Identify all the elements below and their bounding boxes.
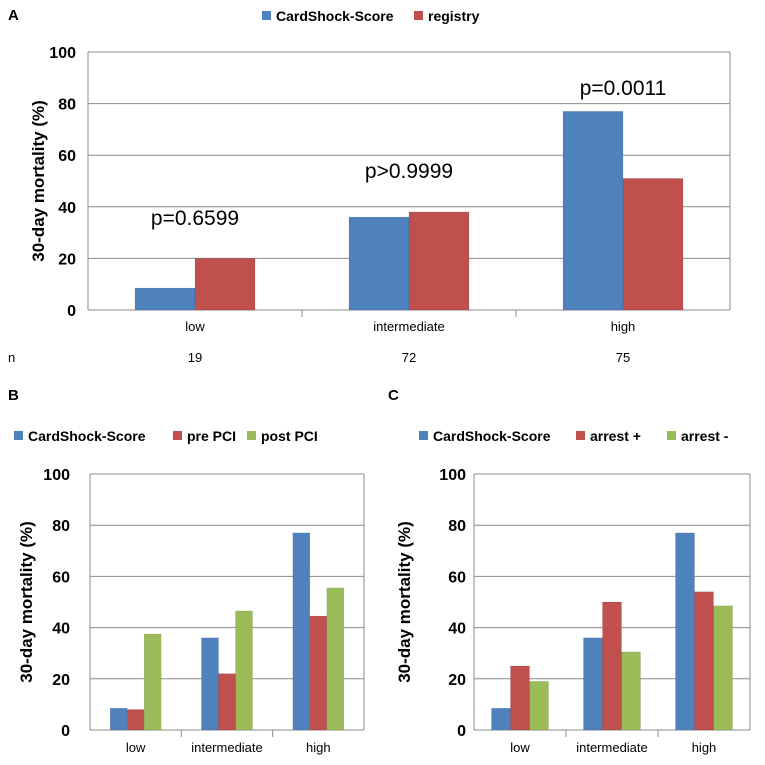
bar-cardshock-score xyxy=(583,637,603,731)
legend-swatch xyxy=(576,431,585,440)
y-tick-label: 60 xyxy=(52,569,70,586)
x-tick-label: low xyxy=(126,740,146,755)
y-tick-label: 0 xyxy=(67,303,76,320)
y-tick-label: 100 xyxy=(439,467,466,484)
legend-swatch xyxy=(14,431,23,440)
bar-pre-pci xyxy=(309,615,328,731)
y-tick-label: 40 xyxy=(448,621,466,638)
bar-cardshock-score xyxy=(348,216,410,311)
bar-cardshock-score xyxy=(562,111,624,311)
x-tick-label: high xyxy=(306,740,331,755)
bar-cardshock-score xyxy=(134,287,196,311)
y-axis-label: 30-day mortality (%) xyxy=(395,521,414,683)
x-tick-label: high xyxy=(611,319,636,334)
legend-swatch xyxy=(667,431,676,440)
legend-swatch xyxy=(262,11,271,20)
bar-registry xyxy=(408,211,470,311)
y-tick-label: 0 xyxy=(61,723,70,740)
y-tick-label: 80 xyxy=(52,518,70,535)
bar-arrest xyxy=(694,591,714,731)
x-tick-label: intermediate xyxy=(576,740,648,755)
n-value: 72 xyxy=(402,350,416,365)
bar-arrest xyxy=(529,681,549,731)
x-tick-label: intermediate xyxy=(373,319,445,334)
bar-post-pci xyxy=(326,587,345,731)
panel-letter: B xyxy=(8,387,19,404)
y-tick-label: 40 xyxy=(58,200,76,217)
bar-cardshock-score xyxy=(109,707,128,731)
bar-cardshock-score xyxy=(675,532,695,731)
panel-a: A 0 20 40 60 80 100 low intermediate high 30-day m… xyxy=(8,7,731,365)
legend-swatch xyxy=(419,431,428,440)
legend-swatch xyxy=(414,11,423,20)
legend-label: CardShock-Score xyxy=(28,428,146,444)
y-tick-label: 80 xyxy=(58,97,76,114)
bar-arrest xyxy=(621,651,641,731)
y-tick-label: 80 xyxy=(448,518,466,535)
legend-swatch xyxy=(247,431,256,440)
legend-label: arrest - xyxy=(681,428,729,444)
y-tick-label: 60 xyxy=(448,569,466,586)
y-tick-label: 0 xyxy=(457,723,466,740)
bar-registry xyxy=(622,178,684,311)
bar-post-pci xyxy=(143,633,162,731)
x-tick-label: low xyxy=(185,319,205,334)
panel-letter: A xyxy=(8,7,19,24)
bar-cardshock-score xyxy=(292,532,311,731)
legend-label: CardShock-Score xyxy=(276,8,394,24)
bar-arrest xyxy=(510,665,530,731)
y-tick-label: 100 xyxy=(43,467,70,484)
bar-pre-pci xyxy=(126,709,145,731)
n-value: 19 xyxy=(188,350,202,365)
n-row-label: n xyxy=(8,350,15,365)
y-tick-label: 100 xyxy=(49,45,76,62)
panel-b: B 0 20 40 60 80 100 low intermediate high 30-day m… xyxy=(8,387,365,755)
legend-label: CardShock-Score xyxy=(433,428,551,444)
y-tick-label: 20 xyxy=(52,672,70,689)
y-tick-label: 40 xyxy=(52,621,70,638)
y-tick-label: 20 xyxy=(448,672,466,689)
n-value: 75 xyxy=(616,350,630,365)
y-axis-label: 30-day mortality (%) xyxy=(17,521,36,683)
y-axis-label: 30-day mortality (%) xyxy=(29,100,48,262)
bar-cardshock-score xyxy=(491,707,511,731)
legend-swatch xyxy=(173,431,182,440)
p-value-annotation: p>0.9999 xyxy=(365,160,453,183)
legend-label: registry xyxy=(428,8,480,24)
bar-cardshock-score xyxy=(201,637,219,731)
bar-pre-pci xyxy=(218,673,236,731)
panel-c: C 0 20 40 60 80 100 low intermediate high 30-day m… xyxy=(388,387,751,755)
bar-arrest xyxy=(602,601,622,731)
x-tick-label: high xyxy=(692,740,717,755)
bar-registry xyxy=(194,258,256,311)
p-value-annotation: p=0.6599 xyxy=(151,207,239,230)
legend-label: post PCI xyxy=(261,428,318,444)
y-tick-label: 60 xyxy=(58,148,76,165)
legend-label: pre PCI xyxy=(187,428,236,444)
y-tick-label: 20 xyxy=(58,251,76,268)
x-tick-label: intermediate xyxy=(191,740,263,755)
p-value-annotation: p=0.0011 xyxy=(580,77,667,100)
bar-arrest xyxy=(713,605,733,731)
bar-post-pci xyxy=(235,610,253,731)
x-tick-label: low xyxy=(510,740,530,755)
panel-letter: C xyxy=(388,387,399,404)
legend-label: arrest + xyxy=(590,428,641,444)
